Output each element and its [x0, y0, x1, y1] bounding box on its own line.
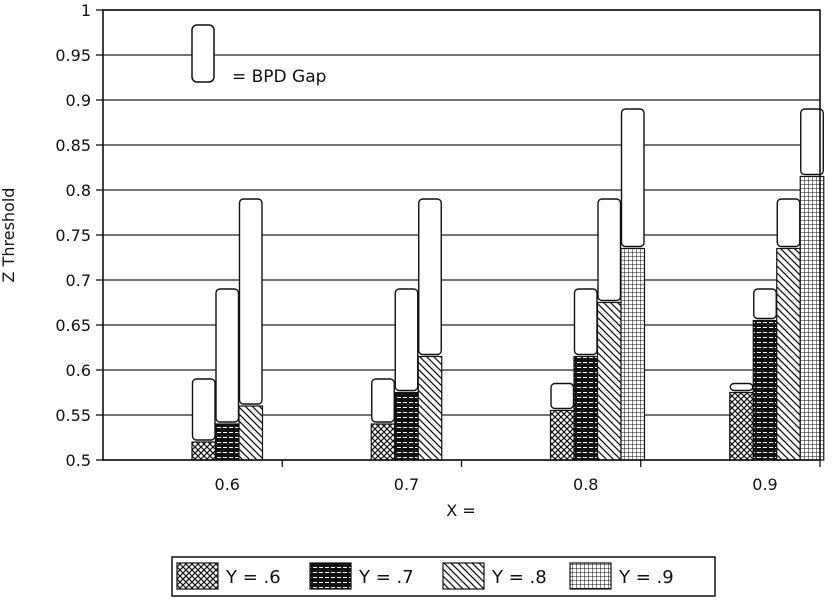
legend-swatch	[309, 562, 352, 590]
bpd-gap-box	[620, 108, 645, 248]
y-tick-label: 0.55	[55, 406, 91, 425]
bpd-gap-box	[753, 288, 777, 320]
bpd-gap-box	[215, 288, 240, 423]
legend-label: Y = .7	[358, 567, 414, 588]
y-tick-label: 0.8	[66, 181, 91, 200]
legend-swatch	[442, 562, 485, 590]
bar	[752, 319, 778, 461]
y-tick-label: 0.7	[66, 271, 91, 290]
bars	[191, 175, 825, 461]
y-tick-label: 0.5	[66, 451, 91, 470]
bpd-gap-key: = BPD Gap	[191, 24, 326, 87]
y-tick-label: 0.95	[55, 46, 91, 65]
bar	[191, 441, 217, 461]
bpd-gap-box	[729, 382, 754, 392]
x-tick-label: 0.8	[573, 475, 598, 494]
bar	[596, 301, 622, 461]
y-tick-label: 0.85	[55, 136, 91, 155]
bar	[549, 409, 575, 461]
bar	[417, 355, 443, 461]
y-tick-label: 0.9	[66, 91, 91, 110]
bar	[370, 423, 396, 461]
bar	[776, 247, 801, 461]
x-tick-label: 0.6	[215, 475, 240, 494]
bpd-gap-box	[776, 198, 801, 248]
legend-swatch	[176, 562, 219, 590]
x-axis-title: X =	[446, 501, 475, 520]
bar	[620, 247, 646, 461]
x-tick-labels: 0.6 0.7 0.8 0.9	[215, 460, 821, 494]
legend-swatch	[569, 562, 612, 590]
bpd-gap-box	[597, 198, 622, 302]
bar	[394, 391, 419, 461]
bpd-gap-box	[573, 288, 598, 356]
bpd-gap-box	[371, 378, 395, 423]
x-tick-label: 0.7	[394, 475, 419, 494]
bpd-gap-box	[238, 198, 263, 405]
y-tick-label: 0.75	[55, 226, 91, 245]
y-tick-label: 1	[81, 1, 91, 20]
bpd-gap-boxes	[191, 108, 824, 441]
bpd-gap-box	[418, 198, 442, 356]
legend-label: Y = .9	[618, 567, 674, 588]
bar	[729, 391, 754, 461]
bar	[573, 355, 599, 461]
y-tick-label: 0.6	[66, 361, 91, 380]
y-tick-labels: 0.5 0.55 0.6 0.65 0.7 0.75 0.8 0.85 0.9 0.95 1	[55, 1, 103, 470]
plot-area-frame	[102, 9, 821, 461]
legend-label: Y = .6	[225, 567, 281, 588]
legend: Y = .6 Y = .7 Y = .8 Y = .9	[171, 556, 716, 597]
bpd-gap-box	[394, 288, 419, 392]
x-tick-label: 0.9	[752, 475, 777, 494]
y-axis-title: Z Threshold	[0, 188, 18, 283]
legend-label: Y = .8	[491, 567, 547, 588]
bpd-gap-key-box	[191, 24, 215, 83]
bar	[238, 405, 264, 461]
y-tick-label: 0.65	[55, 316, 91, 335]
bpd-gap-box	[550, 382, 575, 410]
bpd-gap-box	[800, 108, 824, 176]
bar	[214, 423, 240, 461]
bpd-gap-key-label: = BPD Gap	[232, 67, 326, 87]
bpd-gap-box	[191, 378, 216, 441]
